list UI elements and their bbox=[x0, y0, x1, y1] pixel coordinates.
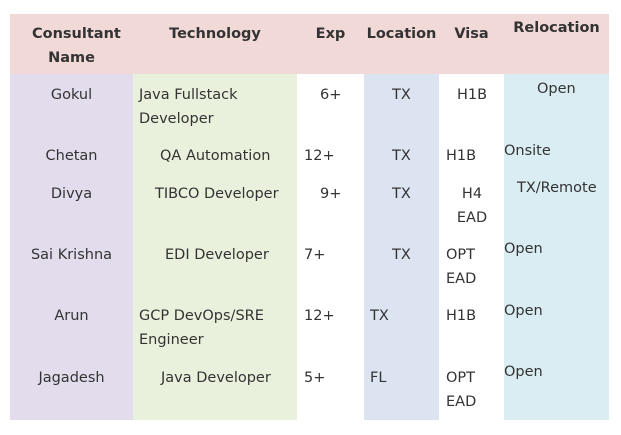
header-exp: Exp bbox=[315, 26, 346, 42]
location-cell: TX bbox=[392, 87, 411, 103]
relocation-cell: Onsite bbox=[504, 143, 551, 159]
relocation-cell: Open bbox=[504, 241, 543, 257]
consultant-name-cell: Sai Krishna bbox=[30, 247, 113, 263]
visa-cell: OPT EAD bbox=[446, 370, 477, 410]
visa-cell: H4 EAD bbox=[456, 186, 488, 226]
exp-cell: 9+ bbox=[320, 186, 342, 202]
technology-cell: EDI Developer bbox=[165, 247, 269, 263]
consultant-name-cell: Chetan bbox=[45, 148, 98, 164]
technology-cell: Java Fullstack Developer bbox=[139, 87, 238, 127]
consultant-name-cell: Gokul bbox=[50, 87, 93, 103]
location-cell: TX bbox=[392, 186, 411, 202]
consultant-column-background bbox=[10, 74, 133, 420]
location-cell: TX bbox=[370, 308, 389, 324]
relocation-cell: Open bbox=[537, 81, 576, 97]
header-technology: Technology bbox=[169, 26, 261, 42]
header-consultant-name: Consultant Name bbox=[32, 26, 121, 66]
visa-cell: OPT EAD bbox=[446, 247, 477, 287]
header-row-background bbox=[10, 14, 609, 74]
technology-cell: Java Developer bbox=[161, 370, 271, 386]
relocation-cell: Open bbox=[504, 364, 543, 380]
technology-cell: GCP DevOps/SRE Engineer bbox=[139, 308, 264, 348]
consultant-name-cell: Jagadesh bbox=[38, 370, 105, 386]
exp-column-background bbox=[297, 74, 364, 420]
technology-cell: TIBCO Developer bbox=[155, 186, 279, 202]
exp-cell: 7+ bbox=[304, 247, 326, 263]
relocation-cell: TX/Remote bbox=[517, 180, 597, 196]
location-cell: FL bbox=[370, 370, 387, 386]
location-cell: TX bbox=[392, 247, 411, 263]
technology-cell: QA Automation bbox=[160, 148, 271, 164]
visa-cell: H1B bbox=[446, 148, 477, 164]
relocation-cell: Open bbox=[504, 303, 543, 319]
location-column-background bbox=[364, 74, 439, 420]
exp-cell: 5+ bbox=[304, 370, 326, 386]
visa-cell: H1B bbox=[446, 308, 477, 324]
location-cell: TX bbox=[392, 148, 411, 164]
exp-cell: 12+ bbox=[304, 148, 335, 164]
header-location: Location bbox=[366, 26, 437, 42]
exp-cell: 12+ bbox=[304, 308, 335, 324]
technology-column-background bbox=[133, 74, 297, 420]
consultant-name-cell: Divya bbox=[50, 186, 93, 202]
consultant-name-cell: Arun bbox=[54, 308, 89, 324]
header-relocation: Relocation bbox=[513, 20, 600, 36]
exp-cell: 6+ bbox=[320, 87, 342, 103]
visa-column-background bbox=[439, 74, 504, 420]
relocation-column-background bbox=[504, 74, 609, 420]
header-visa: Visa bbox=[454, 26, 489, 42]
visa-cell: H1B bbox=[457, 87, 488, 103]
